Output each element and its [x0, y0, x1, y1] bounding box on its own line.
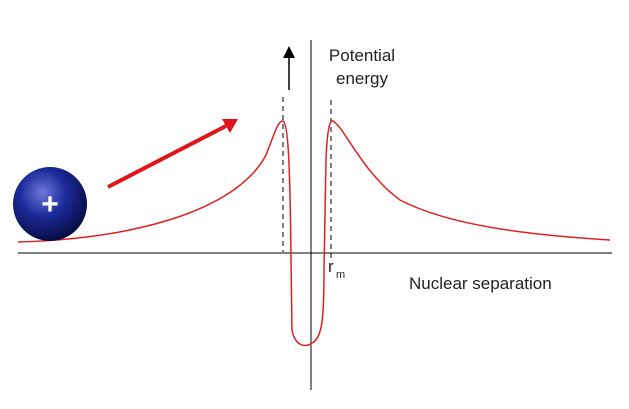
approach-arrow — [107, 124, 227, 189]
y-axis-label: energy — [336, 69, 388, 88]
r-label: r — [328, 257, 334, 276]
r-subscript: m — [336, 269, 345, 281]
potential-curve — [17, 120, 611, 347]
x-axis-label: Nuclear separation — [409, 274, 552, 293]
y-axis-label: Potential — [329, 46, 395, 65]
approach-arrow-head — [222, 119, 238, 133]
particle — [13, 167, 87, 241]
particle-sign: + — [41, 188, 59, 221]
